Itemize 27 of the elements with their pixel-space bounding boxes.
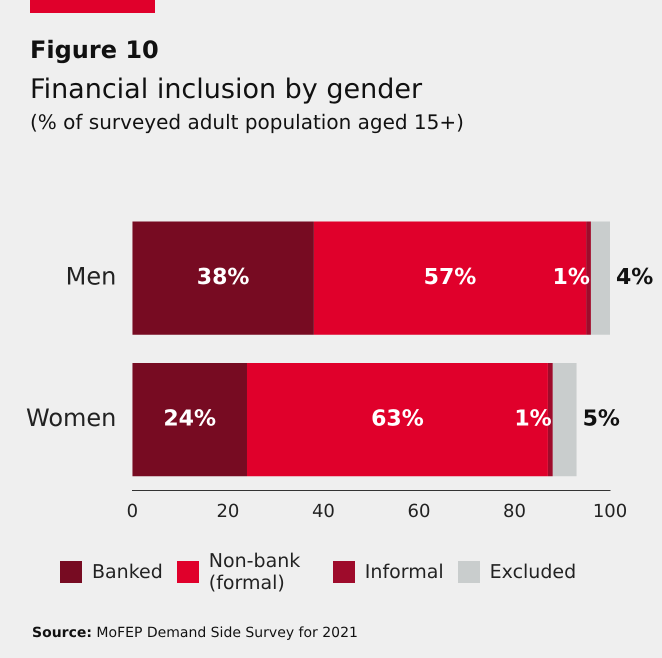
chart-subtitle: Financial inclusion by gender (% of surveyed adult population aged 15+) [30, 74, 464, 136]
data-label: 24% [163, 406, 216, 432]
x-tick-label: 60 [407, 500, 430, 522]
source-note: Source: MoFEP Demand Side Survey for 2021 [32, 625, 358, 641]
x-tick-label: 80 [503, 500, 526, 522]
data-label: 4% [616, 264, 654, 290]
data-label: 1% [552, 264, 590, 290]
bar [590, 222, 610, 335]
x-tick-label: 0 [126, 500, 138, 522]
data-label: 63% [371, 406, 424, 432]
legend-label: Banked [92, 561, 163, 583]
x-tick-label: 40 [312, 500, 335, 522]
x-tick-label: 20 [216, 500, 240, 522]
data-label: 1% [514, 406, 552, 432]
chart-title: Figure 10 [30, 36, 159, 64]
bar [132, 363, 247, 476]
data-label: 57% [424, 264, 476, 290]
bar [552, 363, 577, 476]
data-label: 5% [582, 406, 620, 432]
x-tick-label: 100 [592, 500, 628, 522]
legend-label: Informal [364, 561, 444, 583]
legend-label: Non-bank (formal) [208, 550, 302, 594]
y-tick-label: Men [66, 262, 116, 290]
legend-label: Excluded [490, 561, 576, 583]
data-label: 38% [196, 264, 250, 290]
bar [132, 222, 314, 335]
y-tick-label: Women [26, 404, 116, 432]
